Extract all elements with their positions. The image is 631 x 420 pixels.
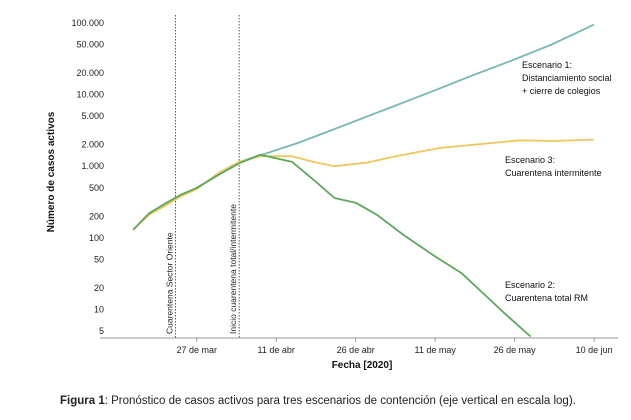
y-tick-label: 50 (94, 254, 104, 264)
series-annotation: Escenario 3: Cuarentena intermitente (505, 155, 602, 178)
series-annotation-line: Cuarentena total RM (505, 293, 588, 303)
y-axis-ticks: 100.000 50.000 20.000 10.000 5.000 2.000 1.000… (71, 18, 104, 336)
series-annotation-line: Escenario 1: (522, 60, 572, 70)
x-tick-label: 26 de abr (337, 345, 375, 355)
event-line-label: Cuarentena Sector Oriente (165, 232, 175, 334)
y-tick-label: 10 (94, 304, 104, 314)
y-tick-label: 20 (94, 283, 104, 293)
series-lines (132, 23, 595, 338)
series-line (238, 23, 595, 163)
series-annotation-line: + cierre de colegios (522, 86, 601, 96)
y-tick-label: 20.000 (76, 68, 104, 78)
x-axis: 27 de mar 11 de abr 26 de abr 11 de may 26 d… (100, 337, 618, 355)
event-lines: Cuarentena Sector Oriente Inicio cuarente… (165, 15, 240, 338)
y-tick-label: 5 (99, 326, 104, 336)
x-tick-label: 11 de may (414, 345, 456, 355)
y-tick-label: 500 (89, 183, 104, 193)
y-tick-label: 10.000 (76, 90, 104, 100)
series-annotation: Escenario 1: Distanciamiento social + cier… (522, 60, 612, 96)
series-annotations: Escenario 1: Distanciamiento social + cier… (505, 60, 612, 303)
y-tick-label: 1.000 (81, 161, 104, 171)
y-tick-label: 50.000 (76, 40, 104, 50)
figure-caption: Figura 1: Pronóstico de casos activos pa… (60, 395, 625, 407)
series-annotation-line: Escenario 2: (505, 280, 555, 290)
chart-svg: 100.000 50.000 20.000 10.000 5.000 2.000 1.000… (46, 15, 618, 371)
y-axis-label: Número de casos activos (46, 111, 57, 232)
figure-caption-text: : Pronóstico de casos activos para tres … (104, 395, 576, 407)
x-tick-label: 11 de abr (258, 345, 295, 355)
figure-caption-label: Figura 1 (60, 395, 105, 407)
series-annotation: Escenario 2: Cuarentena total RM (505, 280, 588, 303)
y-tick-label: 5.000 (81, 111, 104, 121)
series-annotation-line: Cuarentena intermitente (505, 168, 602, 178)
event-line-label: Inicio cuarentena total/intermitente (228, 204, 238, 334)
x-axis-label: Fecha [2020] (332, 360, 393, 371)
y-tick-label: 100.000 (71, 18, 104, 28)
series-line (132, 153, 532, 338)
y-tick-label: 2.000 (81, 140, 104, 150)
x-tick-label: 26 de may (494, 345, 537, 355)
series-line (132, 138, 595, 231)
y-tick-label: 100 (89, 233, 104, 243)
y-tick-label: 200 (89, 211, 104, 221)
x-tick-label: 27 de mar (177, 345, 218, 355)
x-tick-label: 10 de jun (576, 345, 613, 355)
series-annotation-line: Escenario 3: (505, 155, 555, 165)
series-annotation-line: Distanciamiento social (522, 73, 612, 83)
